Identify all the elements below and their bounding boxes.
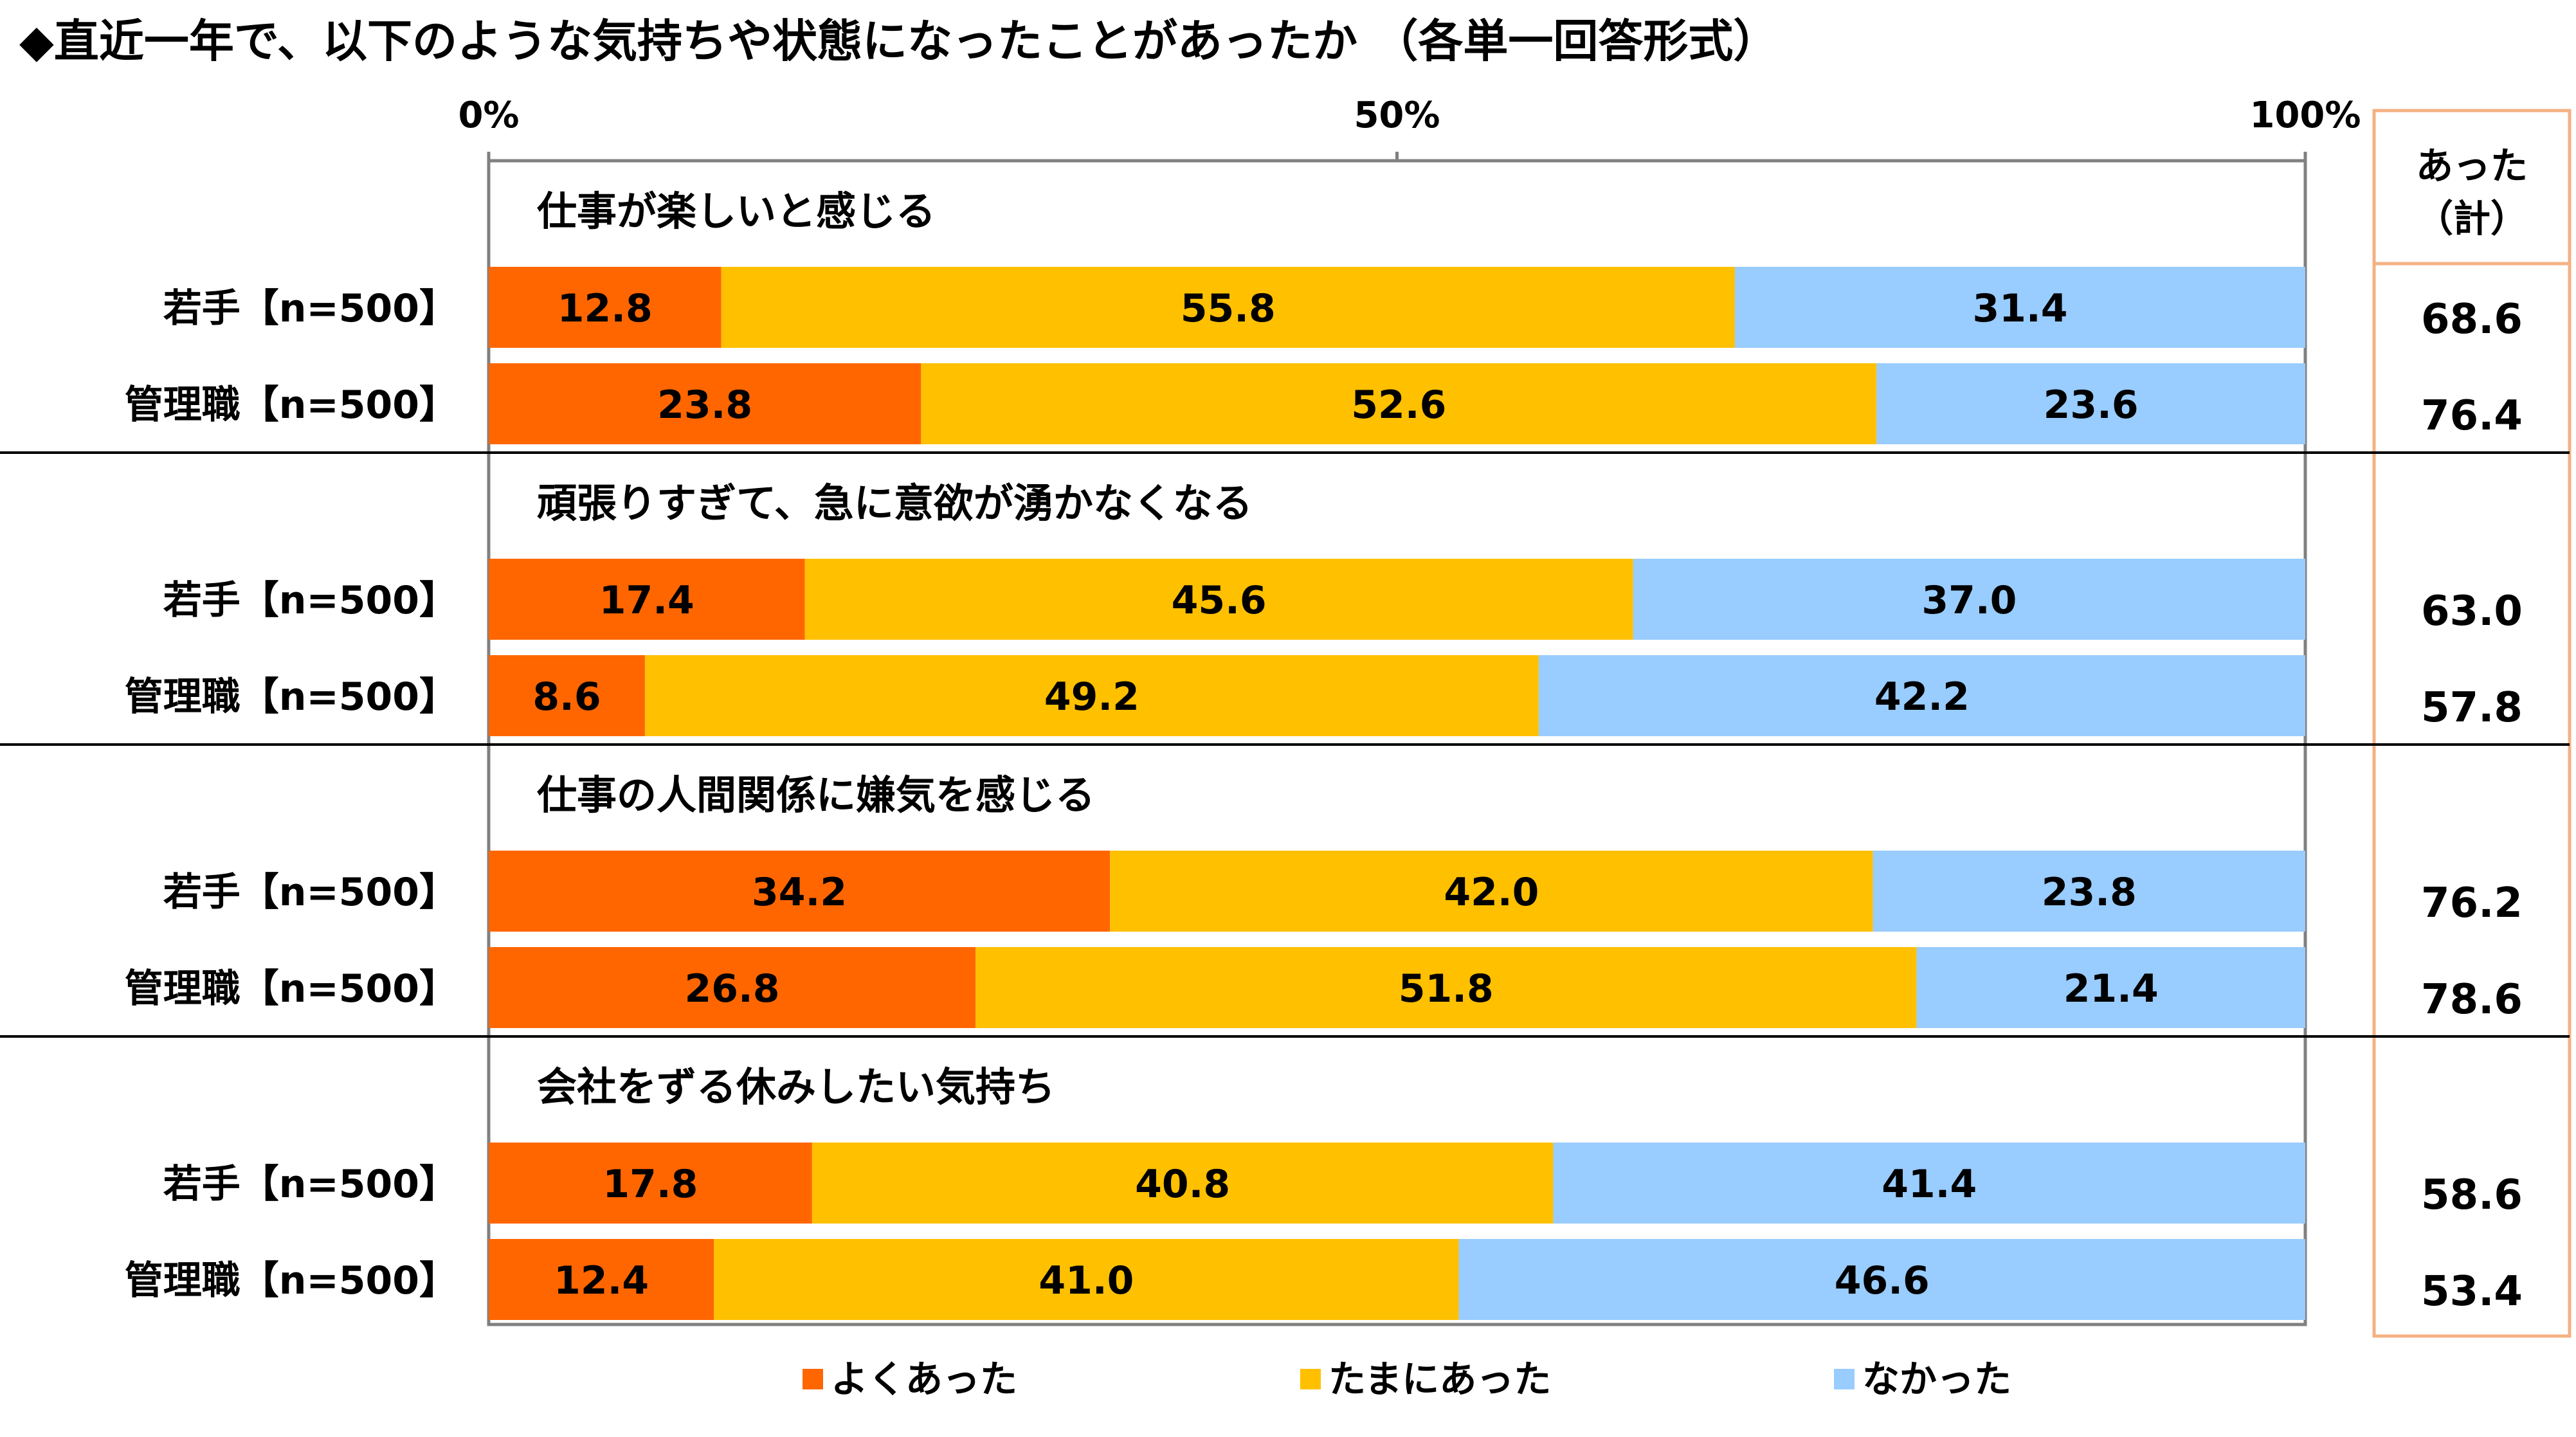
bar-segment [489,851,1111,932]
data-label: 23.8 [657,383,752,428]
group-title: 頑張りすぎて、急に意欲が湧かなくなる [537,480,1253,527]
bar-segment [721,267,1735,348]
bar-segment [489,1143,812,1224]
row-label: 管理職【n=500】 [125,1258,458,1303]
data-label: 37.0 [1921,578,2017,623]
row-label: 管理職【n=500】 [125,674,458,719]
group-title: 会社をずる休みしたい気持ち [537,1063,1055,1110]
total-header: あった [2416,144,2528,188]
row-label: 若手【n=500】 [163,578,458,623]
x-tick-label: 100% [2249,95,2361,136]
total-value: 53.4 [2421,1268,2523,1315]
total-value: 58.6 [2421,1171,2523,1219]
bar-segment [804,559,1633,640]
legend-swatch [1300,1369,1321,1389]
bar-segment [1873,851,2305,932]
data-label: 40.8 [1135,1162,1230,1207]
x-tick-label: 50% [1354,95,1440,136]
row-label: 若手【n=500】 [163,286,458,331]
group-title: 仕事が楽しいと感じる [537,188,936,235]
bar-segment [1458,1239,2305,1320]
row-label: 管理職【n=500】 [125,966,458,1011]
data-label: 41.0 [1039,1258,1134,1303]
data-label: 55.8 [1181,286,1276,331]
data-label: 49.2 [1044,674,1139,719]
total-value: 76.4 [2421,392,2523,440]
bar-segment [489,655,645,736]
data-label: 17.8 [603,1162,698,1207]
data-label: 12.8 [558,286,653,331]
data-label: 17.4 [599,578,694,623]
data-label: 8.6 [532,674,601,719]
data-label: 52.6 [1351,383,1446,428]
bar-segment [714,1239,1459,1320]
bar-segment [921,363,1877,444]
data-label: 23.8 [2042,870,2137,915]
x-tick-label: 0% [458,95,519,136]
total-value: 68.6 [2421,296,2523,343]
row-label: 管理職【n=500】 [125,383,458,428]
data-label: 42.2 [1874,674,1970,719]
bar-segment [489,363,921,444]
data-label: 34.2 [752,870,847,915]
data-label: 46.6 [1835,1258,1930,1303]
total-value: 78.6 [2421,976,2523,1024]
legend-label: よくあった [831,1357,1017,1401]
bar-segment [489,1239,714,1320]
bar-segment [975,947,1917,1028]
bar-segment [489,559,805,640]
data-label: 21.4 [2064,966,2159,1011]
bar-segment [812,1143,1554,1224]
data-label: 26.8 [685,966,780,1011]
data-label: 42.0 [1444,870,1539,915]
bar-segment [644,655,1539,736]
legend-swatch [803,1369,823,1389]
legend-label: たまにあった [1329,1357,1551,1401]
total-value: 57.8 [2421,684,2523,732]
row-label: 若手【n=500】 [163,1162,458,1207]
data-label: 12.4 [554,1258,649,1303]
bar-segment [1876,363,2305,444]
legend-label: なかった [1862,1357,2011,1401]
legend-swatch [1834,1369,1855,1389]
row-label: 若手【n=500】 [163,870,458,915]
chart-title: ◆直近一年で、以下のような気持ちや状態になったことがあったか （各単一回答形式） [19,15,1778,68]
total-value: 76.2 [2421,880,2523,927]
total-header: （計） [2416,197,2528,240]
bar-segment [1916,947,2305,1028]
total-column-box [2372,109,2571,1338]
data-label: 31.4 [1972,286,2067,331]
bar-segment [1633,559,2305,640]
data-label: 51.8 [1399,966,1494,1011]
group-title: 仕事の人間関係に嫌気を感じる [537,772,1095,818]
bar-segment [1734,267,2305,348]
data-label: 45.6 [1172,578,1267,623]
bar-segment [489,267,721,348]
data-label: 23.6 [2044,383,2139,428]
bar-segment [489,947,976,1028]
bar-segment [1553,1143,2305,1224]
bar-segment [1110,851,1873,932]
data-label: 41.4 [1882,1162,1977,1207]
total-value: 63.0 [2421,588,2523,635]
bar-segment [1538,655,2305,736]
